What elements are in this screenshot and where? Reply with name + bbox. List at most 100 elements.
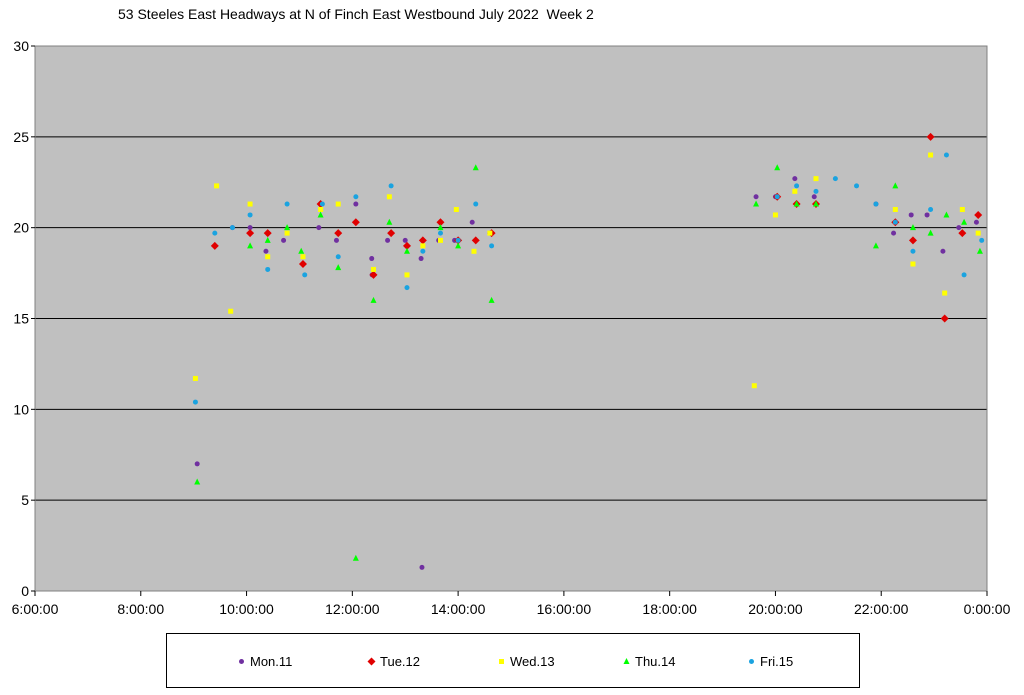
x-tick-label: 20:00:00 — [748, 601, 803, 617]
data-point — [832, 176, 838, 182]
x-tick-label: 22:00:00 — [854, 601, 909, 617]
data-point — [959, 207, 965, 212]
data-point — [300, 254, 306, 260]
data-point — [265, 254, 271, 260]
data-point — [385, 237, 391, 243]
data-point — [192, 375, 198, 381]
data-point — [473, 201, 479, 207]
data-point — [316, 225, 322, 231]
data-point — [961, 218, 968, 225]
data-point — [469, 219, 475, 225]
data-point — [471, 248, 477, 254]
legend-marker-shape — [239, 659, 244, 664]
data-point — [813, 188, 819, 194]
data-point — [420, 248, 426, 254]
data-point — [974, 210, 983, 219]
data-point — [926, 132, 935, 141]
data-point — [402, 241, 411, 250]
data-point — [402, 237, 408, 243]
data-point — [386, 194, 392, 200]
data-point — [956, 225, 962, 231]
data-point — [873, 201, 879, 207]
legend-marker — [367, 657, 376, 666]
data-point — [284, 201, 290, 207]
data-point — [387, 229, 396, 238]
data-point — [436, 218, 445, 227]
data-point — [247, 212, 253, 218]
data-point — [908, 236, 917, 245]
data-points — [192, 132, 985, 570]
data-point — [246, 229, 255, 238]
data-point — [437, 230, 443, 236]
data-point — [370, 296, 377, 303]
legend-label: Fri.15 — [760, 654, 794, 669]
data-point — [792, 176, 798, 182]
data-point — [910, 261, 916, 267]
legend-marker — [749, 659, 754, 664]
data-point — [872, 242, 879, 249]
data-point — [927, 229, 934, 236]
x-tick-label: 12:00:00 — [325, 601, 380, 617]
data-point — [284, 230, 290, 236]
data-point — [194, 461, 200, 467]
data-point — [979, 237, 985, 243]
x-axis-ticks: 6:00:00 8:00:00 10:00:00 12:00:00 14:00:00 16… — [12, 591, 1011, 617]
data-point — [210, 241, 219, 250]
data-point — [319, 201, 325, 207]
legend-marker-shape — [499, 659, 504, 664]
data-point — [455, 237, 461, 243]
y-axis-ticks: 0 5 10 15 20 25 30 — [13, 38, 35, 599]
data-point — [793, 200, 800, 207]
x-tick-label: 18:00:00 — [642, 601, 697, 617]
legend-item: Fri.15 — [747, 654, 793, 669]
chart-title: 53 Steeles East Headways at N of Finch E… — [118, 6, 594, 22]
y-tick-label: 25 — [13, 129, 29, 145]
data-point — [908, 212, 914, 218]
data-point — [284, 224, 291, 231]
data-point — [420, 243, 426, 249]
data-point — [335, 254, 341, 260]
legend-label: Tue.12 — [380, 654, 420, 669]
data-point — [263, 248, 269, 254]
data-point — [471, 236, 480, 245]
data-point — [419, 564, 425, 570]
data-point — [772, 212, 778, 218]
data-point — [774, 194, 780, 200]
x-tick-label: 8:00:00 — [117, 601, 164, 617]
data-point — [353, 194, 359, 200]
data-point — [453, 207, 459, 212]
data-point — [892, 182, 899, 189]
data-point — [958, 229, 967, 238]
data-point — [194, 478, 201, 485]
data-point — [369, 270, 378, 279]
series-Wed.13 — [192, 152, 981, 389]
data-point — [335, 201, 341, 207]
y-tick-label: 30 — [13, 38, 29, 54]
data-point — [281, 237, 287, 243]
data-point — [265, 266, 271, 272]
legend-item: Mon.11 — [237, 654, 292, 669]
data-point — [212, 230, 218, 236]
data-point — [333, 237, 339, 243]
legend-label: Thu.14 — [635, 654, 676, 669]
data-point — [976, 247, 983, 254]
data-point — [370, 266, 376, 272]
data-point — [352, 554, 359, 561]
data-point — [924, 212, 930, 218]
data-point — [298, 247, 305, 254]
data-point — [753, 200, 760, 207]
x-tick-label: 16:00:00 — [537, 601, 592, 617]
data-point — [928, 207, 934, 212]
x-tick-label: 10:00:00 — [219, 601, 274, 617]
x-tick-label: 14:00:00 — [431, 601, 486, 617]
series-Thu.14 — [194, 164, 983, 561]
data-point — [488, 296, 495, 303]
legend-label: Mon.11 — [250, 654, 293, 669]
data-point — [774, 164, 781, 171]
legend-item: Wed.13 — [497, 654, 555, 669]
y-tick-label: 10 — [13, 401, 29, 417]
data-point — [487, 230, 493, 236]
data-point — [943, 211, 950, 218]
data-point — [388, 183, 394, 189]
